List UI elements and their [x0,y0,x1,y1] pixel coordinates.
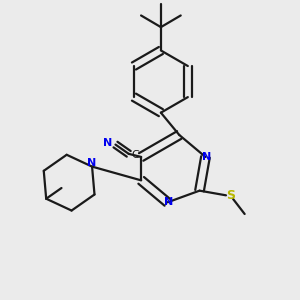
Text: N: N [87,158,97,168]
Text: C: C [131,150,139,161]
Text: S: S [226,189,235,202]
Text: N: N [103,138,112,148]
Text: N: N [202,152,212,162]
Text: N: N [164,197,174,207]
